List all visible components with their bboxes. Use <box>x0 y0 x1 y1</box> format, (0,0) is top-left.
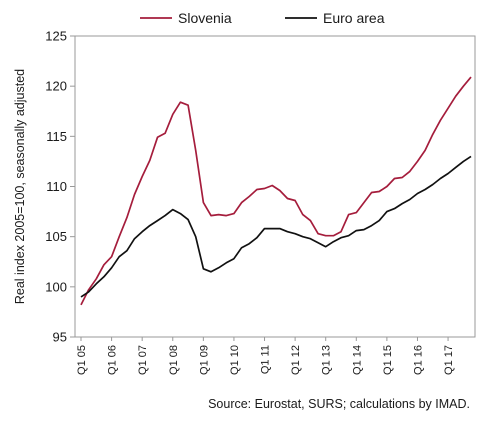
series-layer <box>80 76 472 306</box>
y-axis-ticks: 95 100 105 110 115 120 125 <box>45 29 75 345</box>
plot-frame <box>74 35 476 338</box>
x-tick-label: Q1 12 <box>290 345 302 375</box>
x-tick-label: Q1 11 <box>260 345 272 374</box>
source-note: Source: Eurostat, SURS; calculations by … <box>208 397 470 411</box>
x-tick-label: Q1 17 <box>443 345 455 375</box>
x-tick-label: Q1 05 <box>76 345 88 375</box>
y-tick-label: 115 <box>46 129 67 144</box>
y-tick-label: 105 <box>45 229 67 244</box>
series-line-slovenia <box>80 76 472 306</box>
legend-label-slovenia: Slovenia <box>178 10 232 26</box>
y-tick-label: 120 <box>45 79 67 94</box>
x-tick-label: Q1 09 <box>198 345 210 375</box>
x-axis-ticks: Q1 05 Q1 06 Q1 07 Q1 08 Q1 09 Q1 10 Q1 11 Q1 12… <box>76 337 455 375</box>
legend-label-euro-area: Euro area <box>323 10 385 26</box>
x-tick-label: Q1 07 <box>137 345 149 375</box>
x-tick-label: Q1 08 <box>168 345 180 375</box>
x-tick-label: Q1 13 <box>321 345 333 375</box>
y-tick-label: 125 <box>45 29 67 44</box>
x-tick-label: Q1 10 <box>229 345 241 375</box>
y-tick-label: 100 <box>45 279 67 294</box>
series-line-euro-area <box>80 155 472 298</box>
x-tick-label: Q1 16 <box>412 345 424 375</box>
y-tick-label: 110 <box>46 179 67 194</box>
y-tick-label: 95 <box>53 330 67 345</box>
x-tick-label: Q1 15 <box>382 345 394 375</box>
x-tick-label: Q1 14 <box>351 345 363 375</box>
y-axis-label: Real index 2005=100, seasonally adjusted <box>13 69 27 304</box>
x-tick-label: Q1 06 <box>107 345 119 375</box>
legend: Slovenia Euro area <box>140 10 385 26</box>
